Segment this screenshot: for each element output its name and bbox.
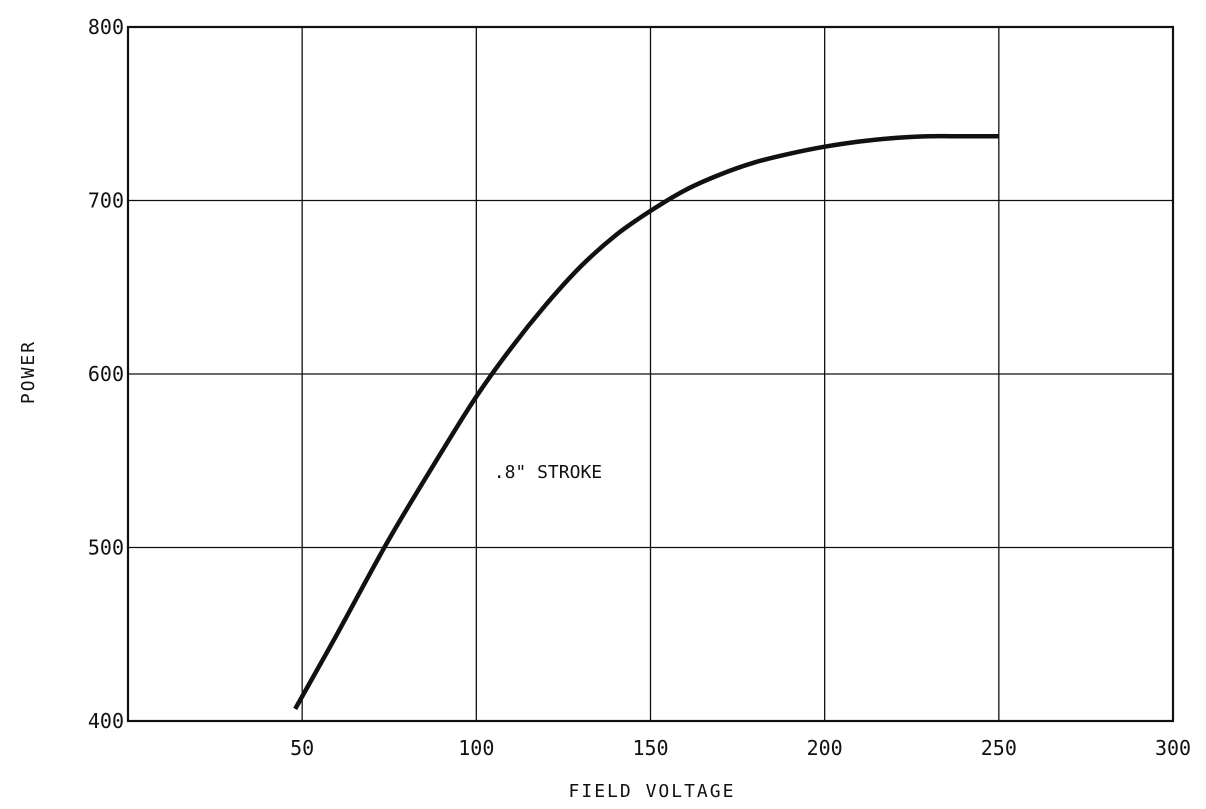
y-tick-label: 400 [88, 709, 124, 733]
annotations: .8" STROKE [494, 462, 602, 483]
y-tick-label: 600 [88, 362, 124, 386]
series-annotation-label: .8" STROKE [494, 462, 602, 483]
x-tick-label: 200 [807, 736, 843, 760]
grid-lines [128, 27, 1173, 721]
x-axis-label: FIELD VOLTAGE [569, 781, 736, 802]
data-series [293, 133, 999, 710]
y-tick-label: 500 [88, 536, 124, 560]
x-tick-label: 50 [290, 736, 314, 760]
y-tick-labels: 400 500 600 700 800 [88, 15, 124, 733]
x-tick-label: 150 [632, 736, 668, 760]
x-tick-label: 250 [981, 736, 1017, 760]
y-tick-label: 700 [88, 189, 124, 213]
x-tick-label: 100 [458, 736, 494, 760]
y-axis-label: POWER [18, 340, 39, 404]
x-tick-labels: 50 100 150 200 250 300 [290, 736, 1191, 760]
plot-frame [126, 25, 1175, 723]
series-line [293, 133, 999, 710]
y-tick-label: 800 [88, 15, 124, 39]
x-tick-label: 300 [1155, 736, 1191, 760]
